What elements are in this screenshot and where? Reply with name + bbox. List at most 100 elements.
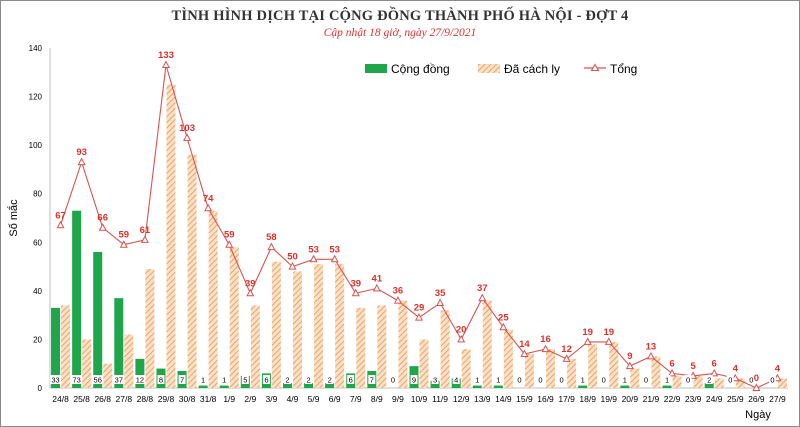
cong-dong-value-label: 7: [180, 376, 184, 385]
cong-dong-label-bg: [747, 375, 755, 384]
cong-dong-value-label: 37: [115, 376, 123, 385]
cong-dong-value-label: 0: [391, 376, 395, 385]
bar-cong-dong: [93, 252, 103, 388]
total-value-label: 61: [140, 225, 151, 236]
cong-dong-value-label: 0: [686, 376, 690, 385]
total-marker: [646, 351, 655, 360]
bar-da-cach-ly: [314, 264, 324, 388]
x-tick-label: 25/8: [73, 394, 90, 404]
total-value-label: 19: [603, 327, 614, 338]
total-value-label: 9: [627, 351, 632, 362]
total-marker: [98, 223, 107, 231]
total-marker: [562, 354, 571, 362]
y-tick-label: 20: [33, 335, 42, 344]
y-axis-title: Số mắc: [7, 199, 20, 237]
y-tick-label: 60: [33, 238, 42, 247]
legend-label-da-cach-ly: Đã cách ly: [504, 62, 560, 76]
x-tick-label: 17/9: [558, 394, 575, 404]
total-value-label: 93: [76, 147, 87, 158]
total-value-label: 50: [287, 252, 298, 263]
bar-da-cach-ly: [735, 378, 745, 388]
cong-dong-label-bg: [663, 375, 671, 384]
bar-da-cach-ly: [419, 339, 429, 388]
bar-cong-dong: [304, 383, 314, 388]
bar-da-cach-ly: [777, 378, 787, 388]
bar-da-cach-ly: [61, 305, 71, 388]
bar-da-cach-ly: [82, 339, 92, 388]
legend-swatch-da-cach-ly: [478, 64, 500, 73]
x-tick-label: 1/9: [223, 394, 235, 404]
x-tick-label: 19/9: [600, 394, 617, 404]
total-marker: [119, 240, 128, 248]
bar-da-cach-ly: [292, 271, 302, 388]
total-value-label: 103: [179, 123, 195, 134]
total-marker: [752, 383, 761, 391]
cong-dong-label-bg: [621, 375, 629, 384]
total-marker: [499, 322, 508, 331]
cong-dong-label-bg: [515, 375, 523, 384]
cong-dong-value-label: 0: [728, 376, 732, 385]
cong-dong-value-label: 2: [306, 376, 310, 385]
bar-da-cach-ly: [693, 375, 703, 388]
y-tick-label: 140: [29, 44, 43, 53]
cong-dong-value-label: 1: [201, 376, 205, 385]
cong-dong-label-bg: [283, 375, 291, 384]
cong-dong-value-label: 56: [94, 376, 102, 385]
total-marker: [288, 262, 297, 270]
total-value-label: 59: [119, 230, 130, 241]
bar-da-cach-ly: [398, 300, 408, 388]
x-tick-label: 7/9: [350, 394, 362, 404]
cong-dong-label-bg: [558, 375, 566, 384]
total-value-label: 25: [498, 312, 509, 323]
total-marker: [541, 344, 550, 353]
cong-dong-label-bg: [579, 375, 587, 384]
x-tick-label: 21/9: [643, 394, 660, 404]
bar-cong-dong: [72, 210, 82, 388]
total-marker: [56, 220, 65, 229]
x-tick-label: 31/8: [200, 394, 217, 404]
cong-dong-label-bg: [642, 375, 650, 384]
x-tick-label: 14/9: [495, 394, 512, 404]
total-marker: [246, 288, 255, 297]
total-value-label: 13: [646, 341, 657, 352]
total-marker: [309, 254, 318, 263]
total-value-label: 5: [690, 361, 696, 372]
total-value-label: 14: [519, 339, 530, 350]
total-value-label: 133: [158, 50, 174, 61]
x-tick-label: 25/9: [727, 394, 744, 404]
bar-cong-dong: [430, 380, 440, 388]
cong-dong-value-label: 0: [770, 376, 774, 385]
bar-cong-dong: [219, 385, 229, 388]
cong-dong-value-label: 2: [328, 376, 332, 385]
bar-cong-dong: [114, 298, 124, 388]
total-value-label: 16: [540, 334, 551, 345]
x-tick-label: 12/9: [453, 394, 470, 404]
bar-cong-dong: [472, 385, 482, 388]
total-value-label: 66: [97, 213, 108, 224]
bar-da-cach-ly: [567, 358, 577, 388]
cong-dong-value-label: 9: [412, 376, 416, 385]
bar-da-cach-ly: [103, 363, 113, 388]
x-tick-label: 5/9: [308, 394, 320, 404]
x-tick-label: 10/9: [411, 394, 428, 404]
cong-dong-label-bg: [410, 375, 418, 384]
cong-dong-label-bg: [326, 375, 334, 384]
bar-da-cach-ly: [672, 375, 682, 388]
cong-dong-label-bg: [157, 375, 165, 384]
cong-dong-label-bg: [305, 375, 313, 384]
cong-dong-label-bg: [431, 375, 439, 384]
y-tick-label: 100: [29, 141, 43, 150]
cong-dong-value-label: 0: [517, 376, 521, 385]
cong-dong-label-bg: [71, 375, 83, 384]
bar-cong-dong: [135, 358, 145, 388]
bar-cong-dong: [662, 385, 672, 388]
cong-dong-label-bg: [50, 375, 62, 384]
bar-da-cach-ly: [335, 264, 345, 388]
cong-dong-label-bg: [705, 375, 713, 384]
total-marker: [372, 283, 381, 292]
total-marker: [393, 296, 402, 304]
bar-cong-dong: [578, 385, 588, 388]
bar-cong-dong: [704, 383, 714, 388]
total-marker: [183, 133, 192, 141]
x-tick-label: 18/9: [579, 394, 596, 404]
